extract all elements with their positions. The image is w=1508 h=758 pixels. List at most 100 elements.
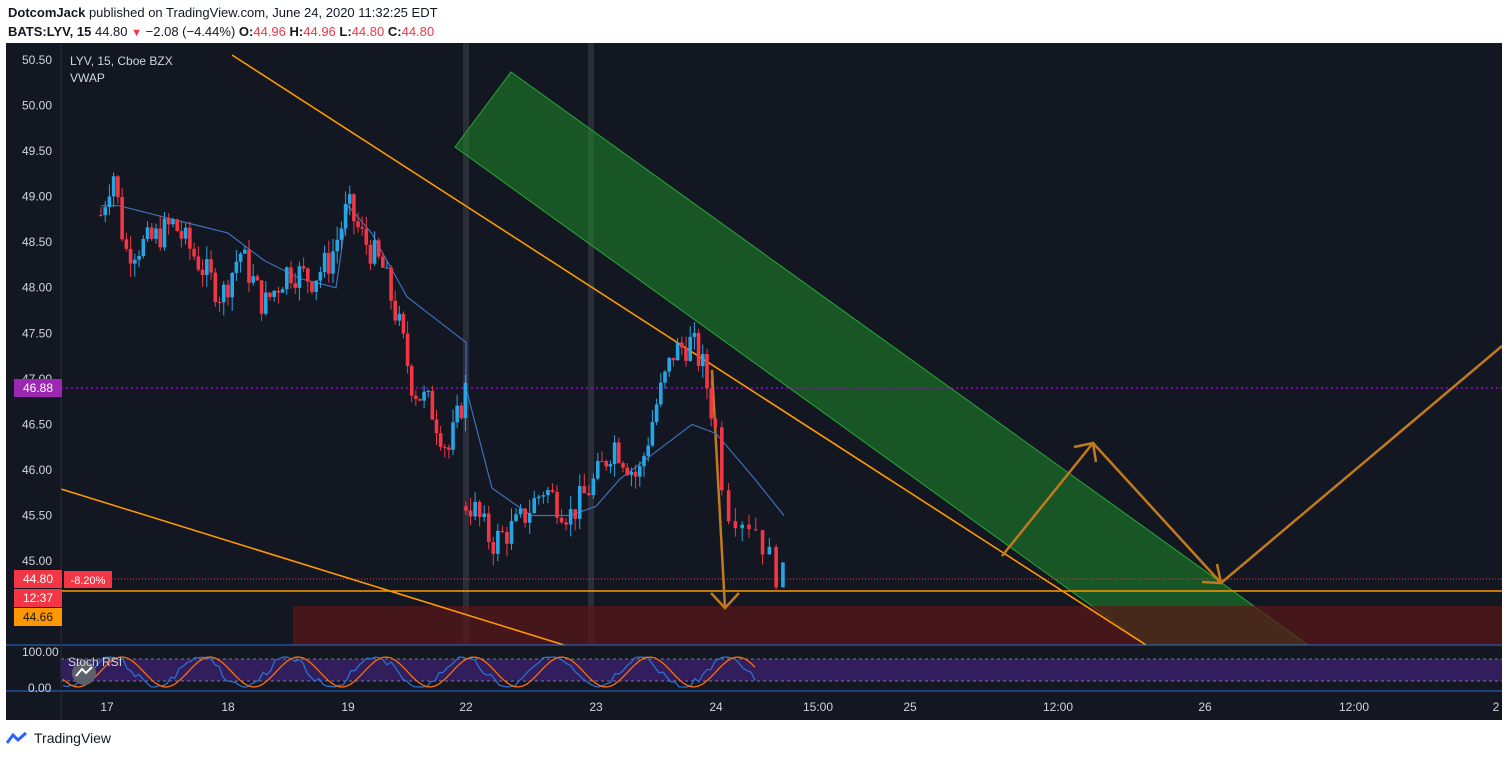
target-zone[interactable] [293,606,1502,645]
candle-body [230,272,234,298]
candle-body [322,252,327,273]
stoch-rsi-label: Stoch RSI [68,655,122,669]
candle-body [523,508,527,523]
y-tick-label: 46.00 [22,463,52,477]
support-badge [14,608,62,626]
candle-body [496,530,500,554]
candle-body [268,292,272,298]
candle-body [175,219,179,232]
candle-body [347,194,352,204]
y-tick-label: 50.50 [22,53,52,67]
candle-body [486,513,491,542]
chart-area[interactable]: 50.50 50.00 49.50 49.00 48.50 48.00 47.50 47.00… [6,43,1503,720]
projection-arrows[interactable] [710,345,1503,610]
stoch-d-line [62,656,756,688]
candle-body [733,521,738,529]
symbol-label: BATS:LYV, 15 [8,24,92,39]
close-label: C: [387,24,402,39]
x-tick-label: 12:00 [1043,700,1073,714]
session-separator [588,43,594,643]
price-axis[interactable]: 50.5050.0049.5049.0048.5048.0047.5047.00… [22,53,52,568]
y-tick-label: 45.50 [22,508,52,522]
candle-body [133,259,137,264]
candle-body [368,244,373,264]
candle-body [638,466,642,477]
candle-body [550,490,555,492]
stoch-axis-0: 0.00 [28,681,52,695]
y-tick-label: 45.00 [22,554,52,568]
last-price: 44.80 [94,24,128,39]
candle-body [646,445,650,456]
y-tick-label: 49.00 [22,190,52,204]
candle-body [537,496,541,499]
price-chart[interactable]: 50.5050.0049.5049.0048.5048.0047.5047.00… [6,43,1503,720]
y-tick-label: 47.50 [22,326,52,340]
candle-body [107,196,112,208]
candle-body [667,357,671,372]
author-name[interactable]: DotcomJack [8,5,86,20]
time-axis[interactable]: 17 18 19 22 23 24 15:00 25 12:00 26 12:00 2 [100,700,1499,714]
candle-body [604,461,608,467]
dotted-level-badge-text: 46.88 [23,381,53,395]
candle-body [442,446,447,448]
candle-body [781,562,785,588]
open-value: 44.96 [253,24,286,39]
candle-body [438,433,443,447]
candle-body [600,461,604,463]
candle-body [414,395,418,399]
y-tick-label: 48.50 [22,235,52,249]
candle-body [564,522,568,525]
candle-body [418,398,422,401]
candle-body [226,284,230,298]
candle-body [568,509,573,525]
x-tick-label: 22 [459,700,473,714]
x-tick-label: 23 [589,700,603,714]
candle-body [459,405,464,419]
candle-body [582,486,587,494]
candle-body [473,501,477,517]
candle-body [111,176,116,197]
candle-body [397,313,402,321]
candle-body [468,510,473,517]
candles[interactable] [99,172,785,592]
candle-body [124,239,129,249]
candle-body [434,419,439,434]
candle-body [573,509,577,519]
candle-body [200,269,205,276]
candle-body [356,221,360,228]
candle-body [720,427,724,491]
candle-body [389,267,393,301]
y-tick-label: 50.00 [22,99,52,113]
candle-body [409,365,414,396]
candle-body [209,259,213,273]
candle-body [774,546,778,588]
open-label: O: [238,24,254,39]
candle-body [158,228,163,248]
candle-body [541,495,546,497]
candle-body [243,249,247,254]
candle-body [149,227,154,239]
candle-body [671,357,676,361]
candle-body [625,467,629,475]
candle-body [141,238,146,256]
high-label: H: [289,24,304,39]
y-tick-label: 48.00 [22,281,52,295]
candle-body [633,471,638,477]
candle-body [154,228,158,239]
descending-channel[interactable] [454,71,1310,646]
candle-body [753,529,758,531]
candle-body [196,256,201,270]
candle-body [301,266,306,269]
candle-body [509,521,514,544]
last-pct-badge [64,571,112,588]
candle-body [145,227,150,239]
candle-body [306,268,310,282]
candle-body [422,391,426,401]
candle-body [451,422,455,450]
close-value: 44.80 [401,24,435,39]
candle-body [171,219,175,225]
candle-body [364,228,369,245]
lower-trendline[interactable] [60,488,565,646]
candle-body [426,390,431,392]
candle-body [116,176,120,198]
